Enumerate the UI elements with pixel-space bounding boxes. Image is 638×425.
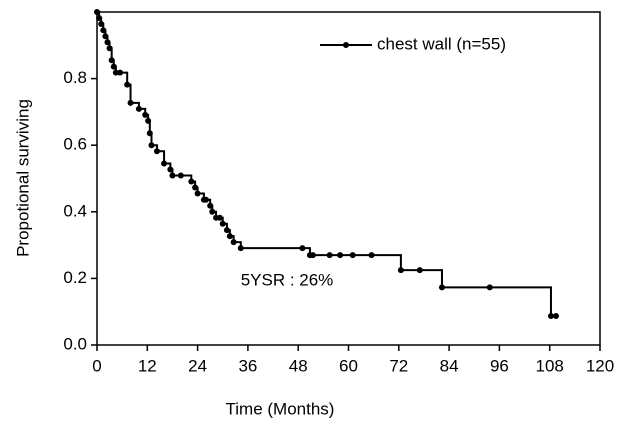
censor-marker: [416, 267, 423, 274]
censor-marker: [188, 178, 195, 185]
censor-marker: [237, 245, 244, 252]
annotation: 5YSR : 26%: [241, 270, 334, 289]
y-tick-label: 0.4: [63, 201, 87, 220]
censor-marker: [326, 252, 333, 259]
y-tick-label: 0.8: [63, 68, 87, 87]
censor-marker: [148, 142, 155, 149]
censor-marker: [108, 57, 115, 64]
censor-marker: [169, 172, 176, 179]
legend-marker: [343, 42, 349, 48]
censor-marker: [397, 267, 404, 274]
x-tick-label: 60: [339, 356, 358, 375]
censor-marker: [110, 63, 117, 70]
y-tick-label: 0.6: [63, 135, 87, 154]
censor-marker: [192, 184, 199, 191]
censor-marker: [368, 252, 375, 259]
x-tick-label: 48: [289, 356, 308, 375]
censor-marker: [100, 27, 107, 34]
censor-marker: [177, 172, 184, 179]
censor-marker: [96, 14, 103, 21]
censor-marker: [552, 313, 559, 320]
censor-marker: [146, 130, 153, 137]
censor-marker: [226, 233, 233, 240]
censor-marker: [194, 190, 201, 197]
censor-marker: [309, 252, 316, 259]
censor-marker: [219, 220, 226, 227]
censor-marker: [438, 284, 445, 291]
censor-marker: [167, 166, 174, 173]
y-axis-label: Propotional surviving: [13, 99, 32, 257]
censor-marker: [112, 69, 119, 76]
censor-marker: [102, 33, 109, 40]
censor-marker: [209, 208, 216, 215]
censor-marker: [216, 214, 223, 221]
x-tick-label: 36: [238, 356, 257, 375]
x-tick-label: 120: [586, 356, 614, 375]
censor-marker: [142, 111, 149, 118]
censor-marker: [230, 239, 237, 246]
censor-marker: [94, 9, 100, 15]
censor-marker: [117, 69, 124, 76]
censor-marker: [299, 245, 306, 252]
censor-marker: [127, 99, 134, 106]
x-tick-label: 108: [536, 356, 564, 375]
y-tick-label: 0.2: [63, 268, 87, 287]
censor-marker: [349, 252, 356, 259]
censor-marker: [98, 20, 105, 27]
censor-marker: [161, 160, 168, 167]
censor-marker: [106, 45, 113, 52]
censor-marker: [547, 313, 554, 320]
censor-marker: [145, 117, 152, 124]
censor-marker: [135, 105, 142, 112]
x-tick-label: 96: [490, 356, 509, 375]
x-axis-label: Time (Months): [226, 399, 335, 418]
x-tick-label: 12: [138, 356, 157, 375]
x-tick-label: 0: [92, 356, 101, 375]
censor-marker: [104, 39, 111, 46]
censor-marker: [223, 227, 230, 234]
legend-label: chest wall (n=55): [377, 34, 506, 53]
censor-marker: [486, 284, 493, 291]
censor-marker: [337, 252, 344, 259]
censor-marker: [124, 81, 131, 88]
y-tick-label: 0.0: [63, 334, 87, 353]
x-tick-label: 84: [440, 356, 459, 375]
x-tick-label: 72: [389, 356, 408, 375]
x-tick-label: 24: [188, 356, 207, 375]
censor-marker: [202, 196, 209, 203]
censor-marker: [207, 202, 214, 209]
censor-marker: [153, 148, 160, 155]
